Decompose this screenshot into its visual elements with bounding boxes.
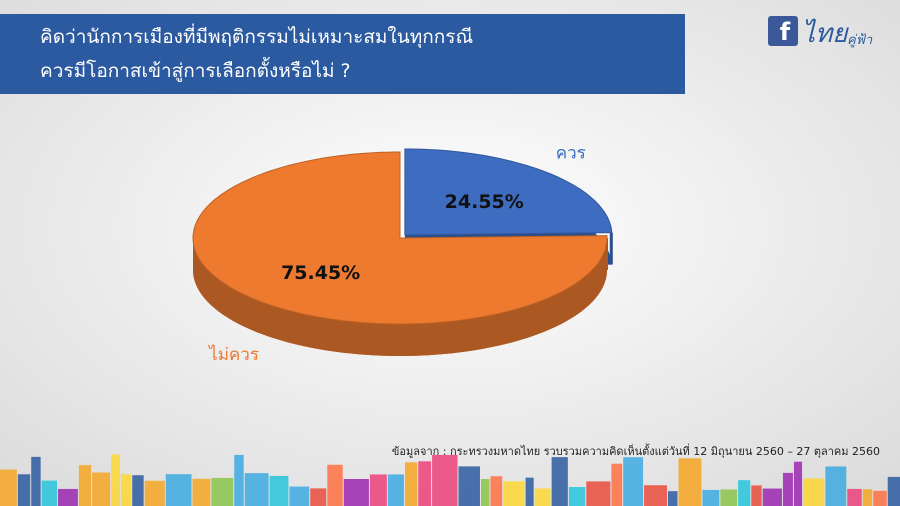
building (58, 488, 78, 506)
building (132, 475, 144, 506)
slice-edge (605, 238, 608, 270)
building (525, 477, 534, 506)
building (490, 476, 503, 506)
title-banner (0, 14, 685, 94)
building (234, 454, 244, 506)
building (551, 457, 568, 506)
slice (404, 148, 613, 236)
building (751, 485, 762, 506)
building (369, 474, 387, 506)
building (31, 456, 41, 506)
category-label: ไม่ควร (207, 344, 259, 365)
building (782, 472, 793, 506)
building (144, 480, 165, 506)
building (611, 463, 623, 506)
building (92, 472, 111, 506)
building (803, 478, 825, 506)
building (327, 464, 343, 506)
chart-title: คิดว่านักการเมืองที่มีพฤติกรรมไม่เหมาะสม… (40, 23, 473, 49)
building (0, 469, 17, 506)
slice (192, 151, 608, 325)
building (121, 474, 132, 506)
building (825, 466, 847, 506)
building (78, 465, 92, 506)
value-label: 75.45% (281, 262, 360, 284)
building (503, 481, 525, 506)
building (720, 489, 738, 506)
building (41, 480, 58, 506)
building (269, 475, 289, 506)
building (586, 481, 611, 506)
building (165, 474, 192, 506)
logo-icon-text: f (780, 18, 791, 46)
slice-edge (609, 232, 613, 265)
logo-subtext: คู่ฟ้า (847, 33, 873, 48)
slice-side (193, 238, 607, 356)
skyline-decoration (0, 454, 900, 506)
building (432, 454, 458, 506)
building (762, 488, 782, 506)
building (387, 474, 404, 506)
building (668, 491, 678, 506)
building (873, 490, 887, 506)
source-note: ข้อมูลจาก : กระทรวงมหาดไทย รวบรวมความคิด… (392, 443, 880, 458)
building (244, 473, 269, 506)
building (289, 486, 310, 506)
building (404, 462, 418, 506)
building (310, 488, 327, 506)
building (458, 466, 480, 506)
building (702, 489, 720, 506)
building (534, 488, 551, 506)
building (887, 476, 900, 506)
building (418, 461, 432, 506)
category-label: ควร (556, 144, 586, 164)
value-label: 24.55% (445, 191, 524, 213)
building (738, 480, 751, 506)
building (644, 485, 668, 506)
logo-text: ไทย (802, 18, 849, 49)
building (17, 474, 31, 506)
building (343, 479, 369, 506)
building (568, 486, 586, 506)
building (623, 457, 644, 506)
chart-title: ควรมีโอกาสเข้าสู่การเลือกตั้งหรือไม่ ? (40, 57, 351, 82)
building (192, 478, 211, 506)
building (862, 489, 873, 506)
logo-icon (768, 16, 798, 46)
building (111, 454, 121, 506)
building (480, 479, 490, 506)
building (678, 458, 702, 506)
building (211, 477, 234, 506)
building (847, 488, 862, 506)
building (793, 461, 803, 506)
pie: 24.55% ควร 75.45% ไม่ควร (192, 144, 613, 365)
